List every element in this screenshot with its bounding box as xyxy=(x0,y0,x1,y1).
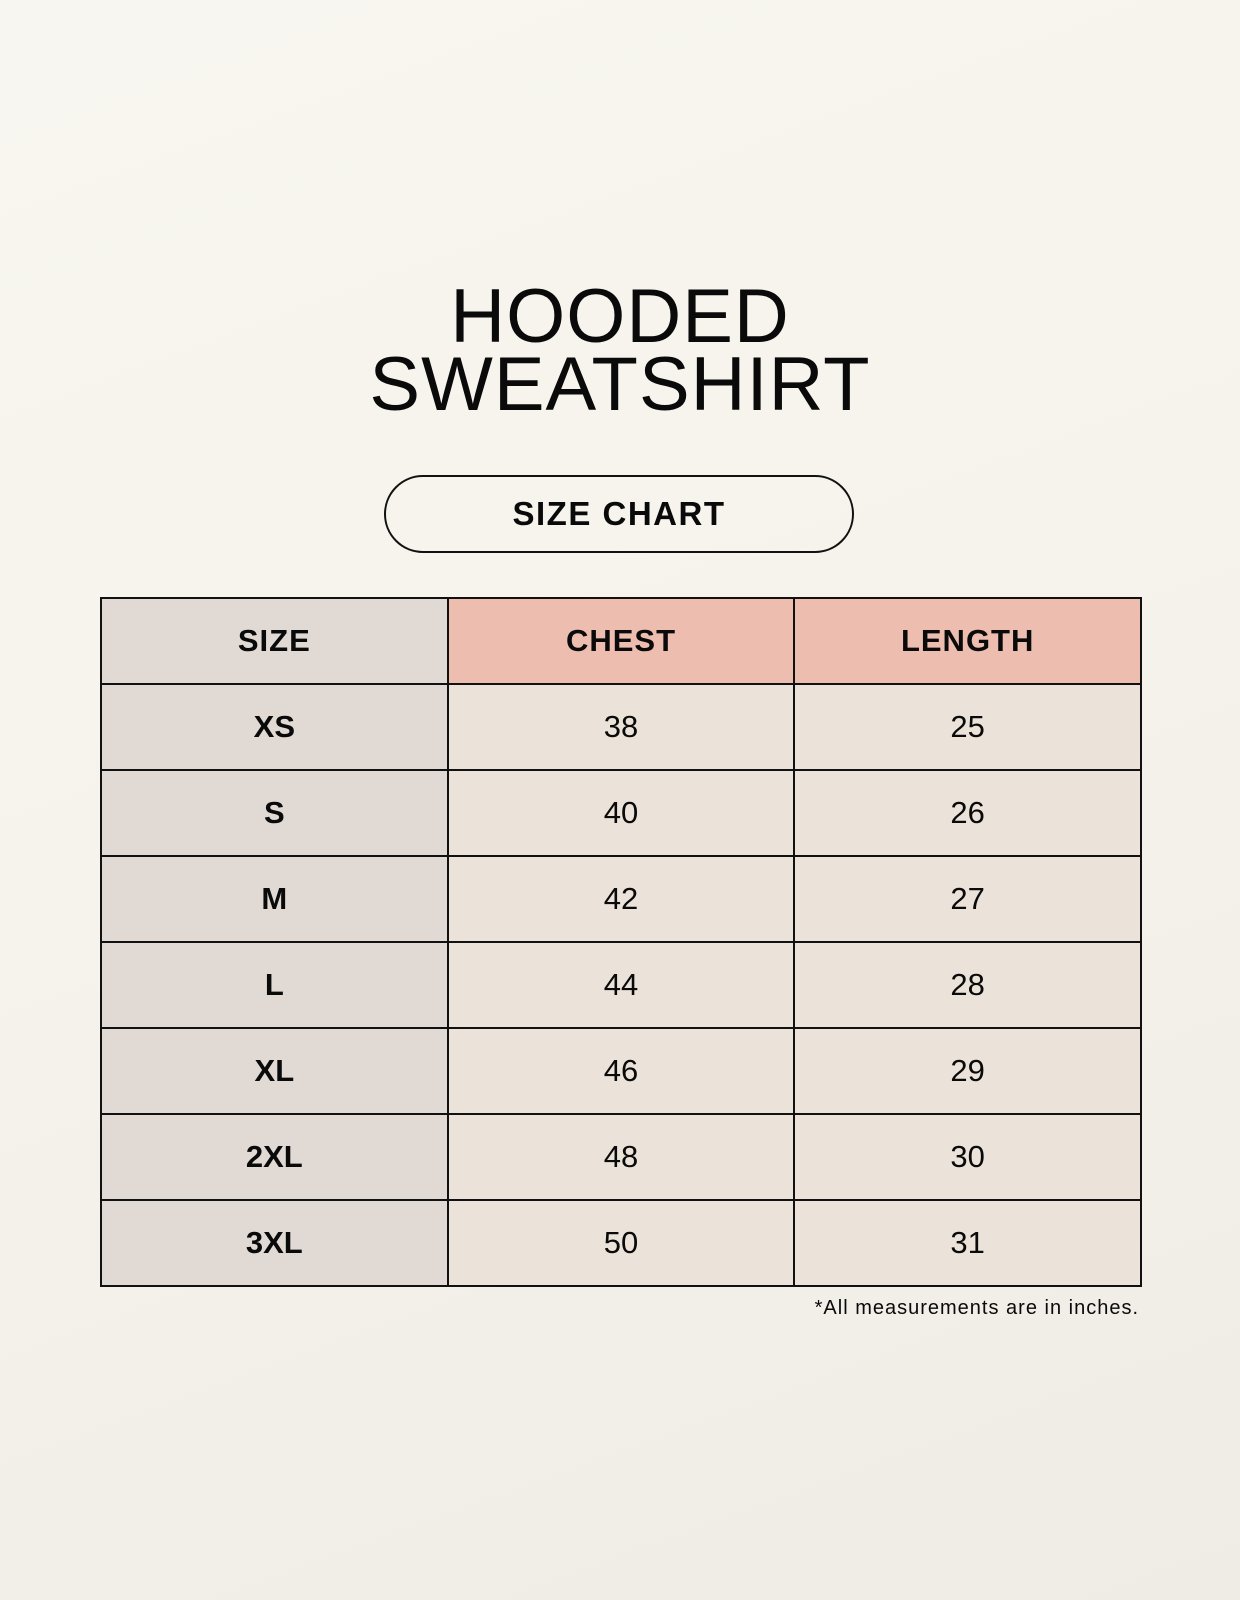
table-row: M 42 27 xyxy=(100,855,1142,943)
table-row: S 40 26 xyxy=(100,769,1142,857)
table-row: 3XL 50 31 xyxy=(100,1199,1142,1287)
length-cell: 25 xyxy=(793,683,1142,771)
measurement-note: *All measurements are in inches. xyxy=(814,1297,1139,1319)
length-cell: 26 xyxy=(793,769,1142,857)
chest-cell: 40 xyxy=(446,769,796,857)
table-header-row: SIZE CHEST LENGTH xyxy=(100,597,1142,685)
length-cell: 30 xyxy=(793,1113,1142,1201)
page-title: HOODED SWEATSHIRT xyxy=(0,274,1240,427)
length-cell: 27 xyxy=(793,855,1142,943)
size-chart-label: SIZE CHART xyxy=(384,475,854,553)
chest-cell: 46 xyxy=(446,1027,796,1115)
chest-cell: 44 xyxy=(446,941,796,1029)
header-size: SIZE xyxy=(100,597,449,685)
table-row: 2XL 48 30 xyxy=(100,1113,1142,1201)
chest-cell: 48 xyxy=(446,1113,796,1201)
header-length: LENGTH xyxy=(793,597,1142,685)
size-table: SIZE CHEST LENGTH XS 38 25 S 40 26 M 42 27 L 44 28 X… xyxy=(100,597,1142,1287)
table-row: XL 46 29 xyxy=(100,1027,1142,1115)
header-chest: CHEST xyxy=(446,597,796,685)
title-line-1: HOODED xyxy=(450,274,790,359)
length-cell: 31 xyxy=(793,1199,1142,1287)
table-row: XS 38 25 xyxy=(100,683,1142,771)
title-line-2: SWEATSHIRT xyxy=(369,342,871,427)
size-cell: S xyxy=(100,769,449,857)
size-cell: XL xyxy=(100,1027,449,1115)
chest-cell: 42 xyxy=(446,855,796,943)
size-cell: 3XL xyxy=(100,1199,449,1287)
length-cell: 29 xyxy=(793,1027,1142,1115)
table-row: L 44 28 xyxy=(100,941,1142,1029)
chest-cell: 50 xyxy=(446,1199,796,1287)
chest-cell: 38 xyxy=(446,683,796,771)
size-cell: M xyxy=(100,855,449,943)
length-cell: 28 xyxy=(793,941,1142,1029)
size-cell: XS xyxy=(100,683,449,771)
size-cell: L xyxy=(100,941,449,1029)
size-cell: 2XL xyxy=(100,1113,449,1201)
